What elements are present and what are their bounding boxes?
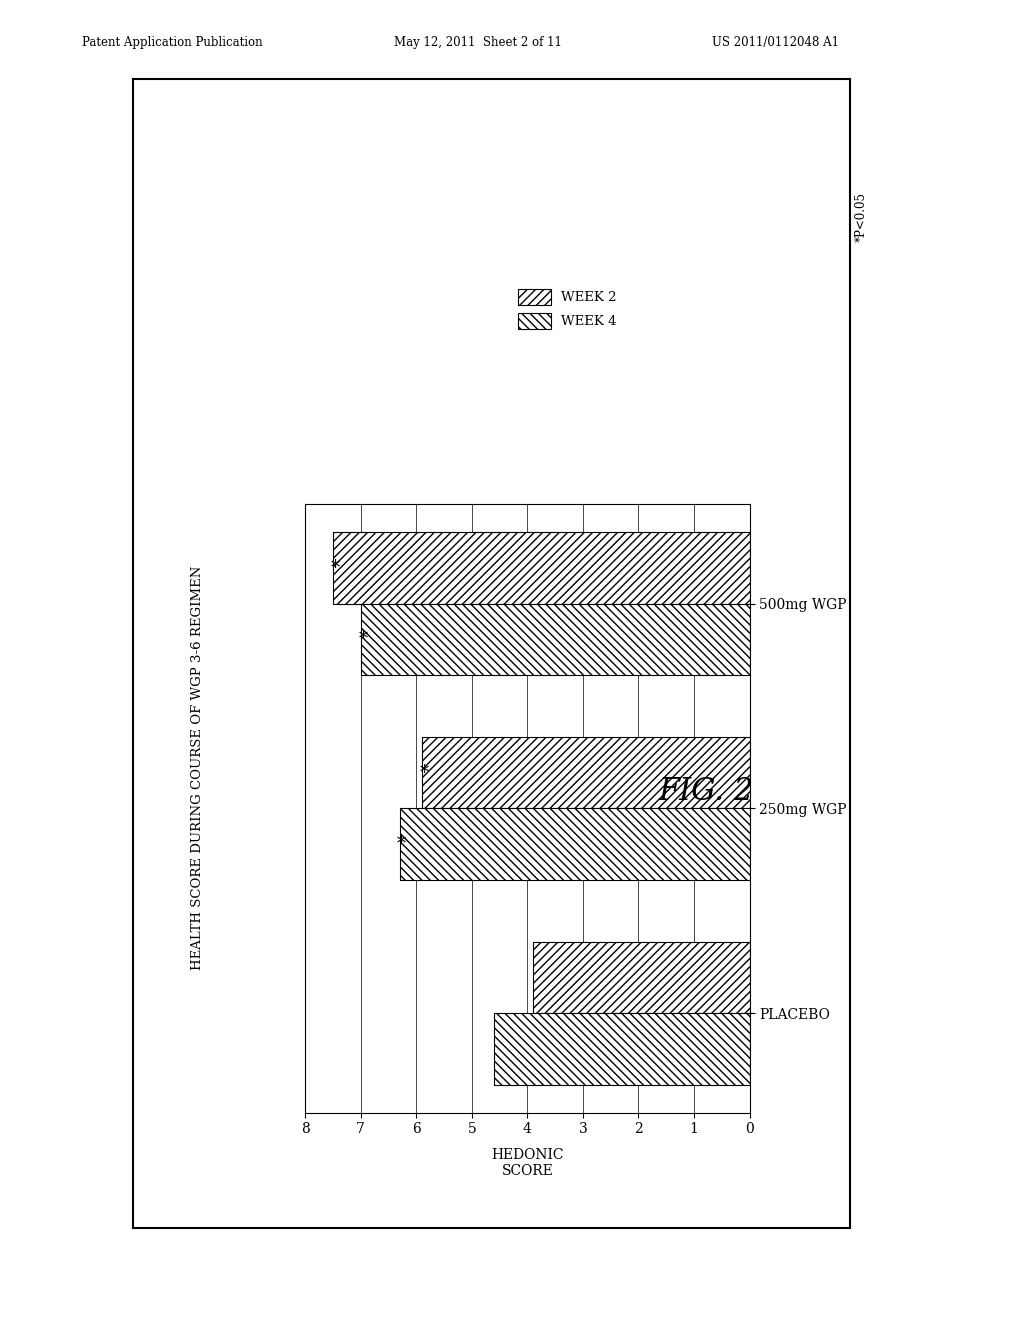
- Text: *: *: [331, 558, 340, 577]
- Text: *: *: [358, 631, 368, 648]
- Legend: WEEK 2, WEEK 4: WEEK 2, WEEK 4: [512, 284, 622, 334]
- Text: US 2011/0112048 A1: US 2011/0112048 A1: [712, 36, 839, 49]
- Text: May 12, 2011  Sheet 2 of 11: May 12, 2011 Sheet 2 of 11: [394, 36, 562, 49]
- Bar: [399, 808, 750, 880]
- Text: HEALTH SCORE DURING COURSE OF WGP 3-6 REGIMEN: HEALTH SCORE DURING COURSE OF WGP 3-6 RE…: [191, 566, 204, 970]
- Bar: [494, 1014, 750, 1085]
- Bar: [333, 532, 750, 603]
- Text: Patent Application Publication: Patent Application Publication: [82, 36, 262, 49]
- Bar: [422, 737, 750, 808]
- Text: *P<0.05: *P<0.05: [855, 191, 868, 242]
- Text: FIG. 2: FIG. 2: [658, 776, 755, 807]
- Bar: [360, 603, 750, 676]
- Text: *: *: [420, 763, 428, 781]
- Text: *: *: [397, 836, 407, 853]
- Bar: [532, 941, 750, 1014]
- X-axis label: HEDONIC
SCORE: HEDONIC SCORE: [492, 1147, 563, 1177]
